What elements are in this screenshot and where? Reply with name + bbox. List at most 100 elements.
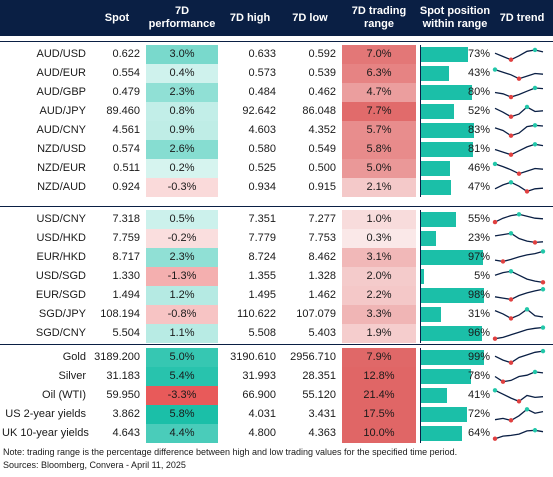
trend-low-dot [500,379,506,384]
trend-low-dot [492,436,498,441]
row-name: Silver [58,370,86,382]
high-value: 3190.610 [230,351,276,363]
row-name: UK 10-year yields [2,427,89,439]
high-value: 66.900 [242,389,276,401]
performance-value: 5.0% [146,348,218,367]
trend-high-dot [508,231,514,236]
row-name: NZD/USD [37,143,86,155]
trend-high-dot [492,161,498,167]
trend-high-dot [492,67,498,72]
position-axis [420,248,421,267]
trend-low-dot [532,240,538,245]
high-value: 7.779 [248,232,276,244]
trend-low-dot [508,133,514,138]
spot-value: 31.183 [106,370,140,382]
low-value: 2956.710 [290,351,336,363]
high-value: 1.355 [248,270,276,282]
header-low: 7D low [292,11,328,24]
trend-high-dot [492,388,498,393]
performance-value: 5.8% [146,405,218,424]
position-axis [420,348,421,367]
high-value: 92.642 [242,105,276,117]
position-bar [421,85,473,100]
position-value: 55% [467,213,490,225]
position-axis [420,386,421,405]
trend-high-dot [532,369,538,375]
trend-low-dot [516,76,522,81]
spot-value: 0.924 [112,181,140,193]
position-bar [421,47,468,62]
row-name: NZD/EUR [37,162,86,174]
low-value: 0.539 [308,67,336,79]
low-value: 4.352 [308,124,336,136]
position-bar [421,180,452,195]
header-performance: 7D performance [148,5,216,30]
position-axis [420,229,421,248]
range-value: 4.7% [342,83,416,102]
position-axis [420,64,421,83]
low-value: 5.403 [308,327,336,339]
position-bar [421,161,451,176]
performance-value: 2.3% [146,83,218,102]
trend-low-dot [516,171,522,176]
trend-line [494,181,544,193]
position-value: 47% [467,181,490,193]
trend-line [494,106,544,118]
trend-high-dot [516,212,522,217]
range-value: 7.7% [342,102,416,121]
spot-value: 4.643 [112,427,140,439]
spot-value: 0.511 [113,162,140,174]
range-value: 2.1% [342,178,416,197]
spot-value: 0.574 [112,143,140,155]
trend-high-dot [540,325,546,330]
low-value: 55.120 [302,389,336,401]
range-value: 2.0% [342,267,416,286]
trend-low-dot [516,399,522,404]
row-name: EUR/HKD [36,251,86,263]
row-name: USD/SGD [35,270,86,282]
row-name: AUD/EUR [36,67,86,79]
range-value: 12.8% [342,367,416,386]
performance-value: 3.0% [146,45,218,64]
position-bar [421,326,483,341]
trend-high-dot [524,407,530,412]
performance-value: 0.2% [146,159,218,178]
trend-low-dot [508,316,514,321]
position-bar [421,212,457,227]
range-value: 7.9% [342,348,416,367]
performance-value: 1.1% [146,324,218,343]
position-value: 73% [467,48,490,60]
trend-high-dot [508,180,514,185]
position-bar [421,388,448,403]
high-value: 4.800 [248,427,276,439]
low-value: 0.592 [308,48,336,60]
high-value: 0.525 [248,162,276,174]
trend-high-dot [532,123,538,128]
header-range: 7D trading range [351,5,407,30]
low-value: 7.277 [308,213,336,225]
performance-value: -0.2% [146,229,218,248]
position-value: 78% [467,370,490,382]
position-bar [421,250,484,265]
trend-high-dot [540,348,546,354]
high-value: 0.484 [248,86,276,98]
performance-value: 0.8% [146,102,218,121]
position-bar [421,269,425,284]
trend-line [494,288,544,301]
table-header: Spot 7D performance 7D high 7D low 7D tr… [0,0,553,36]
position-axis [420,159,421,178]
trend-line [494,270,544,284]
spot-value: 59.950 [106,389,140,401]
position-axis [420,178,421,197]
low-value: 0.462 [308,86,336,98]
group-separator [0,41,553,42]
spot-value: 1.494 [112,289,140,301]
position-bar [421,350,485,365]
trend-high-dot [540,287,546,292]
spot-value: 1.330 [112,270,140,282]
trend-low-dot [508,360,514,365]
trend-low-dot [540,280,546,285]
row-name: NZD/AUD [37,181,86,193]
trend-high-dot [532,428,538,433]
